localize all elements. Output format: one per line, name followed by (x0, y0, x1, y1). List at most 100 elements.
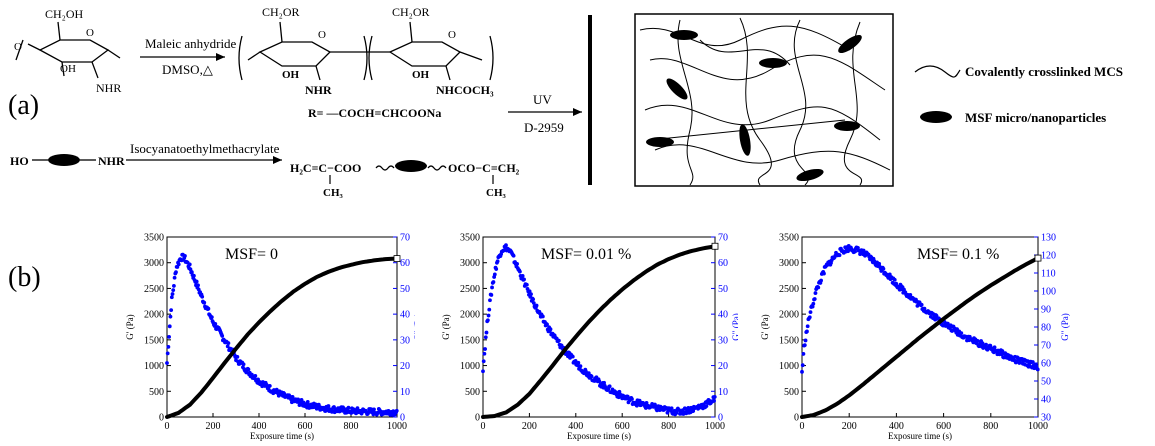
g-double-prime-point (206, 306, 211, 311)
y-tick-label: 500 (784, 387, 799, 398)
panel-a-label: (a) (8, 90, 39, 121)
g-double-prime-point (481, 359, 486, 364)
y-tick-label: 3000 (779, 258, 799, 269)
g-double-prime-point (803, 338, 808, 343)
g-double-prime-point (194, 279, 199, 284)
y2-tick-label: 30 (400, 335, 410, 346)
product-ch2or-1: CH₂OR (262, 5, 300, 19)
product-oh-2: OH (412, 69, 430, 81)
reaction2-ho: HO (10, 154, 29, 168)
y2-tick-label: 110 (1041, 269, 1056, 280)
g-prime-end-point (1034, 254, 1042, 262)
g-double-prime-point (819, 278, 824, 283)
x-axis-label: Exposure time (s) (567, 431, 631, 441)
x-tick-label: 0 (800, 421, 805, 432)
g-double-prime-point (807, 315, 812, 320)
y-tick-label: 2500 (460, 284, 480, 295)
y2-tick-label: 0 (718, 413, 723, 424)
start-o: O (86, 27, 94, 39)
x-tick-label: 400 (252, 421, 267, 432)
g-double-prime-point (877, 261, 882, 266)
y2-tick-label: 60 (1041, 359, 1051, 370)
y2-tick-label: 70 (400, 233, 410, 244)
g-double-prime-series (481, 243, 717, 417)
g-double-prime-point (483, 347, 487, 351)
y-tick-label: 0 (159, 413, 164, 424)
g-double-prime-point (394, 408, 399, 413)
g-double-prime-point (495, 259, 500, 264)
g-double-prime-point (520, 273, 525, 278)
g-double-prime-point (176, 262, 181, 267)
g-double-prime-point (922, 306, 927, 311)
g-double-prime-point (674, 410, 679, 415)
wavy-link-right (427, 165, 447, 171)
g-double-prime-point (665, 410, 670, 415)
g-double-prime-point (483, 335, 488, 340)
g-double-prime-point (945, 321, 950, 326)
y-axis-label: G' (Pa) (441, 314, 451, 339)
y2-tick-label: 50 (400, 284, 410, 295)
y2-tick-label: 130 (1041, 233, 1056, 244)
g-double-prime-point (589, 374, 594, 379)
y2-tick-label: 50 (1041, 377, 1051, 388)
g-double-prime-point (167, 334, 171, 339)
g-double-prime-point (172, 275, 177, 280)
y-tick-label: 2500 (779, 284, 799, 295)
rheology-chart-msf-0: 0 200 400 600 800 100005001000150020002500300… (125, 233, 415, 442)
g-double-prime-point (1035, 367, 1040, 372)
y-tick-label: 2000 (460, 310, 480, 321)
scheme-panel-a: (a) CH₂OH OH NHR O O Maleic anhydride DM… (8, 5, 1123, 199)
y2-tick-label: 30 (1041, 413, 1051, 424)
legend-particle-label: MSF micro/nanoparticles (965, 110, 1106, 125)
x-tick-label: 0 (481, 421, 486, 432)
y2-tick-label: 40 (1041, 395, 1051, 406)
g-double-prime-point (172, 284, 176, 288)
legend-particle-icon (920, 111, 952, 123)
y2-tick-label: 120 (1041, 251, 1056, 262)
x-tick-label: 0 (165, 421, 170, 432)
y2-axis-label: G" (Pa) (731, 313, 738, 340)
initiator-label: D-2959 (524, 120, 564, 135)
y2-tick-label: 0 (400, 413, 405, 424)
g-double-prime-point (586, 371, 591, 375)
g-double-prime-point (246, 367, 251, 372)
x-tick-label: 200 (842, 421, 857, 432)
g-double-prime-point (183, 254, 187, 258)
g-double-prime-series (165, 252, 399, 417)
scheme-divider (588, 15, 592, 185)
y2-tick-label: 100 (1041, 287, 1056, 298)
y-tick-label: 500 (465, 387, 480, 398)
r-definition: R= —COCH=CHCOONa (308, 106, 441, 120)
y-tick-label: 3000 (460, 258, 480, 269)
g-double-prime-point (805, 329, 809, 334)
g-double-prime-point (166, 345, 171, 349)
g-double-prime-point (527, 289, 532, 294)
y2-tick-label: 40 (400, 310, 410, 321)
g-double-prime-point (800, 369, 804, 374)
y-tick-label: 0 (794, 413, 799, 424)
y-tick-label: 3500 (460, 233, 480, 244)
g-double-prime-point (168, 314, 173, 319)
start-nhr: NHR (96, 81, 121, 95)
g-double-prime-point (853, 249, 857, 254)
y2-tick-label: 60 (400, 258, 410, 269)
g-double-prime-point (1032, 366, 1037, 371)
g-double-prime-point (165, 351, 170, 356)
g-double-prime-point (305, 399, 310, 404)
g-double-prime-point (578, 364, 583, 369)
g-double-prime-point (213, 322, 218, 326)
y2-tick-label: 70 (1041, 341, 1051, 352)
uv-label: UV (533, 92, 552, 107)
g-double-prime-point (607, 384, 612, 389)
g-double-prime-point (810, 304, 815, 309)
reaction2-nhr: NHR (98, 154, 125, 168)
g-double-prime-point (485, 318, 490, 323)
g-double-prime-point (531, 301, 536, 305)
y-tick-label: 2000 (144, 310, 164, 321)
y-tick-label: 1000 (779, 361, 799, 372)
x-tick-label: 400 (568, 421, 583, 432)
x-axis-label: Exposure time (s) (250, 431, 314, 441)
network-particles (646, 30, 862, 182)
g-double-prime-point (992, 345, 997, 350)
g-double-prime-point (531, 297, 536, 302)
